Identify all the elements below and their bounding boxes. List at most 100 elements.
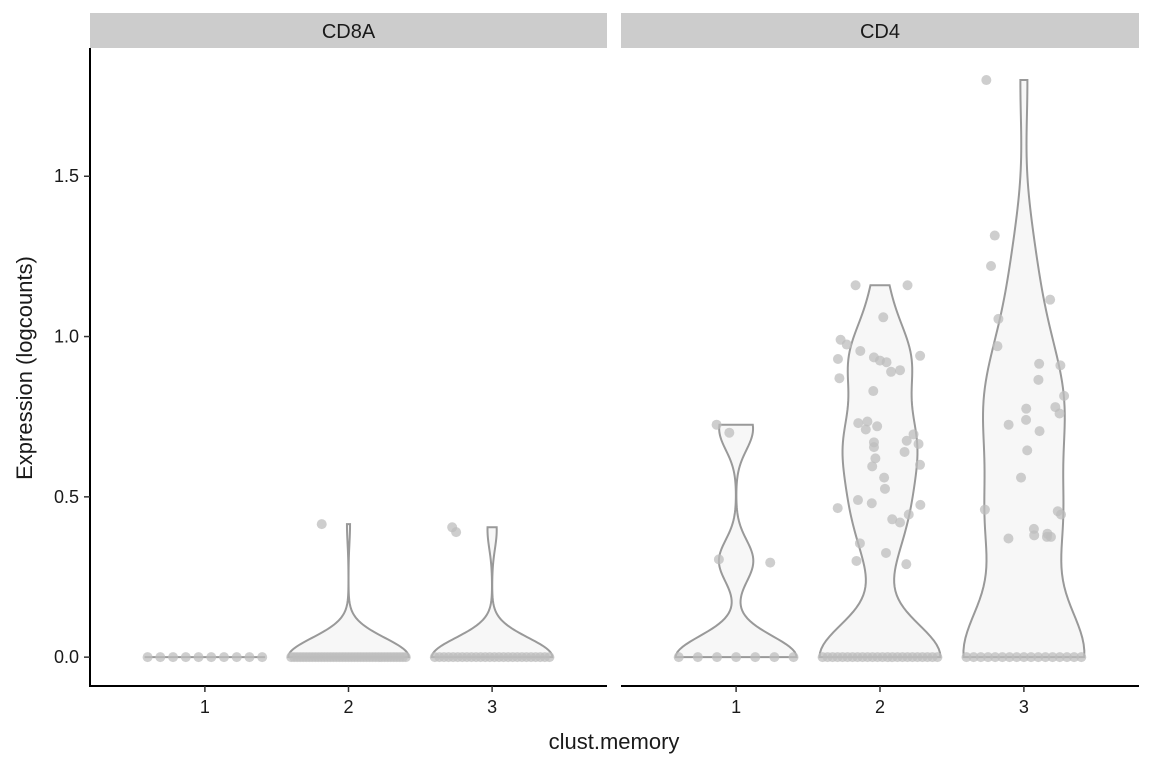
- data-point: [850, 280, 861, 291]
- data-point: [713, 554, 724, 565]
- facet-label-cd8a: CD8A: [322, 21, 376, 43]
- data-point: [986, 261, 997, 272]
- x-tick-label: 3: [487, 697, 497, 717]
- data-point: [1021, 414, 1032, 425]
- data-point: [915, 350, 926, 361]
- data-point: [886, 366, 897, 377]
- data-point: [692, 652, 703, 663]
- data-point: [903, 509, 914, 520]
- violin-layer: [144, 79, 1086, 659]
- data-point: [1054, 408, 1065, 419]
- data-point: [979, 504, 990, 515]
- data-point: [544, 652, 555, 663]
- data-point: [908, 429, 919, 440]
- data-point: [765, 557, 776, 568]
- data-point: [1040, 652, 1051, 663]
- facet-strip-cd8a: CD8A: [90, 13, 607, 48]
- data-point: [1021, 403, 1032, 414]
- data-point: [1054, 652, 1065, 663]
- data-point: [853, 418, 864, 429]
- data-point: [915, 499, 926, 510]
- x-axis-title: clust.memory: [549, 729, 680, 754]
- points-layer: [142, 75, 1087, 663]
- data-point: [997, 652, 1008, 663]
- data-point: [832, 503, 843, 514]
- data-point: [193, 652, 204, 663]
- data-point: [1047, 652, 1058, 663]
- data-point: [902, 280, 913, 291]
- x-axis-ticks: 1 2 3 1 2 3: [200, 686, 1029, 717]
- data-point: [711, 652, 722, 663]
- data-point: [867, 461, 878, 472]
- x-tick-label: 3: [1019, 697, 1029, 717]
- data-point: [155, 652, 166, 663]
- data-point: [989, 230, 1000, 241]
- data-point: [834, 373, 845, 384]
- x-tick-label: 1: [731, 697, 741, 717]
- data-point: [1059, 390, 1070, 401]
- data-point: [231, 652, 242, 663]
- y-axis-title: Expression (logcounts): [12, 256, 37, 480]
- data-point: [1003, 419, 1014, 430]
- data-point: [724, 427, 735, 438]
- data-point: [855, 345, 866, 356]
- data-point: [1056, 509, 1067, 520]
- data-point: [750, 652, 761, 663]
- data-point: [1026, 652, 1037, 663]
- x-tick-label: 2: [875, 697, 885, 717]
- data-point: [870, 453, 881, 464]
- facet-label-cd4: CD4: [860, 21, 900, 43]
- data-point: [866, 498, 877, 509]
- data-point: [1061, 652, 1072, 663]
- data-point: [1069, 652, 1080, 663]
- y-tick-label: 0.0: [54, 647, 79, 667]
- data-point: [244, 652, 255, 663]
- data-point: [879, 483, 890, 494]
- data-point: [993, 313, 1004, 324]
- data-point: [1033, 652, 1044, 663]
- data-point: [218, 652, 229, 663]
- data-point: [1018, 652, 1029, 663]
- data-point: [901, 435, 912, 446]
- data-point: [915, 459, 925, 470]
- data-point: [975, 652, 986, 663]
- data-point: [879, 472, 890, 483]
- data-point: [992, 341, 1003, 352]
- data-point: [887, 514, 898, 525]
- data-point: [1011, 652, 1022, 663]
- violin: [962, 79, 1086, 659]
- data-point: [895, 517, 906, 528]
- data-point: [990, 652, 1001, 663]
- data-point: [851, 555, 862, 566]
- data-point: [983, 652, 994, 663]
- data-point: [961, 652, 972, 663]
- data-point: [895, 365, 906, 376]
- data-point: [1034, 426, 1045, 437]
- data-point: [832, 353, 843, 364]
- data-point: [968, 652, 979, 663]
- data-point: [852, 495, 863, 506]
- data-point: [1033, 374, 1044, 385]
- violin: [674, 423, 798, 659]
- data-point: [981, 75, 992, 86]
- data-point: [1045, 294, 1056, 305]
- y-axis-ticks: 0.0 0.5 1.0 1.5: [54, 166, 90, 667]
- data-point: [860, 424, 871, 435]
- facet-strip-cd4: CD4: [621, 13, 1139, 48]
- data-point: [1076, 652, 1087, 663]
- data-point: [881, 357, 892, 368]
- data-point: [854, 538, 865, 549]
- data-point: [1034, 358, 1045, 369]
- data-point: [1055, 360, 1066, 371]
- data-point: [868, 386, 879, 397]
- data-point: [1003, 533, 1014, 544]
- x-tick-label: 1: [200, 697, 210, 717]
- x-tick-label: 2: [343, 697, 353, 717]
- data-point: [841, 339, 852, 350]
- data-point: [878, 312, 889, 323]
- data-point: [868, 442, 879, 453]
- data-point: [168, 652, 179, 663]
- data-point: [1045, 531, 1056, 542]
- y-tick-label: 0.5: [54, 487, 79, 507]
- data-point: [899, 446, 910, 457]
